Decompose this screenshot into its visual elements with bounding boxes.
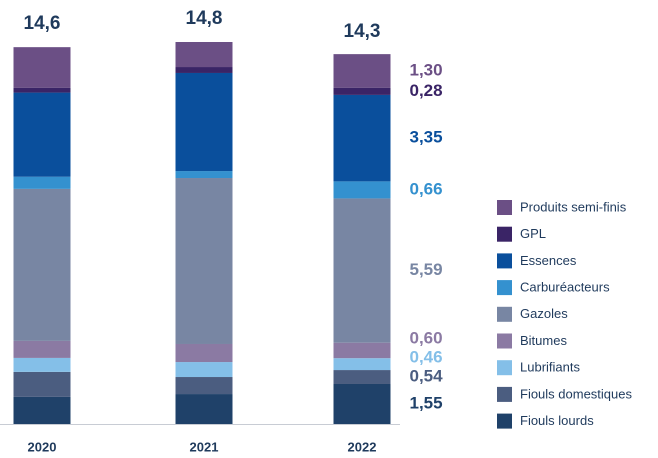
legend-swatch — [497, 386, 512, 402]
bar-segment — [175, 377, 233, 395]
bar-segment — [333, 370, 391, 384]
value-label: 0,60 — [410, 329, 443, 348]
bar-segment — [13, 371, 71, 397]
x-tick-label: 2020 — [28, 439, 57, 454]
bar-segment — [13, 176, 71, 189]
total-label: 14,8 — [186, 8, 223, 29]
value-label: 5,59 — [410, 260, 443, 279]
bar-segment — [175, 394, 233, 424]
x-tick-label: 2022 — [348, 439, 377, 454]
value-label: 1,55 — [410, 393, 443, 412]
bar-segment — [175, 178, 233, 344]
legend-swatch — [497, 280, 512, 296]
legend-swatch — [497, 200, 512, 215]
legend-swatch — [497, 360, 512, 376]
bar-segment — [13, 92, 71, 177]
bar-segment — [333, 94, 391, 182]
total-label: 14,3 — [344, 21, 381, 42]
x-tick-label: 2021 — [190, 439, 219, 454]
legend-swatch — [497, 226, 512, 242]
bar-segment — [13, 396, 71, 424]
value-label: 0,54 — [410, 367, 444, 386]
value-label: 0,46 — [410, 348, 443, 367]
legend-swatch — [497, 413, 512, 429]
bar-segment — [13, 87, 71, 93]
legend-swatch — [497, 253, 512, 269]
bar-segment — [13, 340, 71, 358]
bar-segment — [175, 72, 233, 172]
bar-segment — [333, 358, 391, 371]
bar-segment — [333, 181, 391, 199]
bar-segment — [175, 362, 233, 378]
bar-segment — [13, 188, 71, 341]
value-label: 1,30 — [410, 60, 443, 79]
legend-label: GPL — [520, 226, 546, 241]
bar-segment — [333, 54, 391, 88]
value-label: 0,66 — [410, 179, 443, 198]
legend-swatch — [497, 333, 512, 349]
legend-label: Bitumes — [520, 333, 567, 348]
legend-label: Carburéacteurs — [520, 280, 610, 295]
legend-label: Fiouls lourds — [520, 413, 594, 428]
legend-label: Fiouls domestiques — [520, 386, 632, 401]
bar-segment — [175, 67, 233, 73]
legend-label: Gazoles — [520, 306, 568, 321]
bar-segment — [333, 87, 391, 95]
legend-label: Essences — [520, 253, 577, 268]
total-label: 14,6 — [24, 13, 61, 34]
bar-segment — [13, 47, 71, 88]
legend-swatch — [497, 306, 512, 322]
bar-segment — [13, 357, 71, 372]
bar-segment — [333, 342, 391, 359]
bar-segment — [175, 343, 233, 363]
bar-segment — [333, 383, 391, 424]
bar-segment — [175, 42, 233, 68]
value-label: 0,28 — [410, 81, 443, 100]
legend-label: Produits semi-finis — [520, 199, 627, 214]
bar-segment — [333, 198, 391, 343]
bar-segment — [175, 171, 233, 179]
legend-label: Lubrifiants — [520, 360, 580, 375]
value-label: 3,35 — [410, 128, 443, 147]
